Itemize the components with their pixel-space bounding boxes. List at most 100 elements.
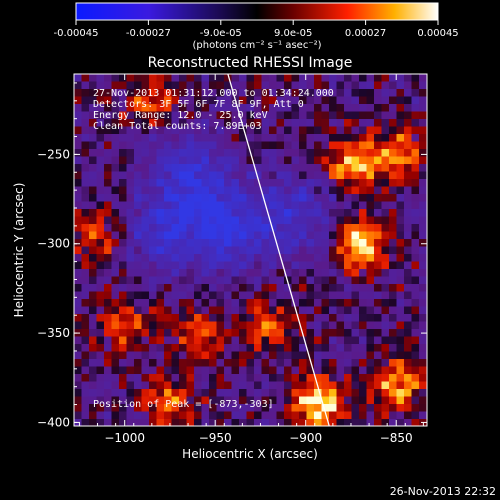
heatmap-cell	[396, 291, 405, 300]
heatmap-cell	[194, 209, 202, 217]
heatmap-cell	[141, 404, 150, 412]
heatmap-cell	[224, 411, 232, 420]
heatmap-cell	[269, 104, 277, 112]
heatmap-cell	[419, 156, 427, 165]
heatmap-cell	[314, 276, 322, 285]
heatmap-cell	[321, 149, 330, 157]
heatmap-cell	[306, 81, 315, 90]
heatmap-cell	[261, 209, 270, 217]
heatmap-cell	[329, 366, 337, 375]
heatmap-cell	[224, 134, 232, 142]
heatmap-cell	[381, 374, 390, 382]
heatmap-cell	[261, 381, 270, 390]
heatmap-cell	[216, 329, 225, 337]
heatmap-cell	[404, 209, 412, 217]
heatmap-cell	[426, 246, 427, 255]
heatmap-cell	[269, 179, 277, 187]
heatmap-cell	[209, 344, 217, 352]
heatmap-cell	[96, 336, 105, 345]
heatmap-cell	[149, 336, 157, 345]
heatmap-cell	[179, 329, 187, 337]
heatmap-cell	[396, 336, 405, 345]
heatmap-cell	[209, 224, 217, 232]
heatmap-cell	[201, 344, 210, 352]
heatmap-cell	[74, 366, 82, 375]
heatmap-cell	[141, 96, 150, 105]
heatmap-cell	[381, 419, 390, 426]
heatmap-cell	[126, 239, 135, 247]
heatmap-cell	[261, 216, 270, 225]
heatmap-cell	[179, 254, 187, 262]
heatmap-cell	[89, 291, 97, 300]
heatmap-cell	[344, 359, 352, 367]
heatmap-cell	[81, 284, 90, 292]
heatmap-cell	[104, 119, 112, 127]
heatmap-cell	[239, 194, 247, 202]
heatmap-cell	[209, 396, 217, 405]
heatmap-cell	[426, 284, 427, 292]
heatmap-cell	[231, 224, 240, 232]
heatmap-cell	[81, 336, 90, 345]
heatmap-cell	[314, 194, 322, 202]
heatmap-cell	[186, 209, 195, 217]
heatmap-cell	[141, 419, 150, 426]
colorbar-tick-label: -0.00045	[54, 28, 99, 39]
heatmap-cell	[186, 111, 195, 120]
heatmap-cell	[201, 119, 210, 127]
heatmap-cell	[179, 134, 187, 142]
heatmap-cell	[126, 156, 135, 165]
heatmap-cell	[351, 291, 360, 300]
heatmap-cell	[336, 254, 345, 262]
heatmap-cell	[419, 81, 427, 90]
heatmap-cell	[209, 89, 217, 97]
heatmap-cell	[276, 314, 285, 322]
heatmap-cell	[381, 209, 390, 217]
heatmap-cell	[164, 104, 172, 112]
heatmap-cell	[96, 344, 105, 352]
heatmap-cell	[239, 351, 247, 360]
heatmap-cell	[284, 96, 292, 105]
heatmap-cell	[96, 396, 105, 405]
heatmap-cell	[156, 336, 165, 345]
heatmap-cell	[239, 336, 247, 345]
heatmap-cell	[81, 89, 90, 97]
heatmap-cell	[359, 186, 367, 195]
heatmap-cell	[186, 306, 195, 315]
heatmap-cell	[411, 74, 420, 82]
heatmap-cell	[321, 164, 330, 172]
heatmap-cell	[411, 269, 420, 277]
heatmap-cell	[194, 89, 202, 97]
heatmap-cell	[336, 171, 345, 180]
heatmap-cell	[96, 179, 105, 187]
heatmap-cell	[216, 224, 225, 232]
heatmap-cell	[104, 111, 112, 120]
heatmap-cell	[186, 201, 195, 210]
heatmap-cell	[426, 171, 427, 180]
heatmap-cell	[149, 381, 157, 390]
heatmap-cell	[269, 254, 277, 262]
heatmap-cell	[119, 81, 127, 90]
heatmap-cell	[314, 224, 322, 232]
heatmap-cell	[254, 389, 262, 397]
heatmap-cell	[284, 149, 292, 157]
heatmap-cell	[299, 164, 307, 172]
heatmap-cell	[351, 231, 360, 240]
heatmap-cell	[201, 149, 210, 157]
heatmap-cell	[239, 291, 247, 300]
heatmap-cell	[396, 411, 405, 420]
heatmap-cell	[254, 366, 262, 375]
heatmap-cell	[126, 284, 135, 292]
heatmap-cell	[321, 299, 330, 307]
heatmap-cell	[374, 179, 382, 187]
heatmap-cell	[396, 81, 405, 90]
heatmap-cell	[171, 111, 180, 120]
heatmap-cell	[111, 126, 120, 135]
heatmap-cell	[89, 164, 97, 172]
heatmap-cell	[246, 291, 255, 300]
heatmap-cell	[186, 299, 195, 307]
heatmap-cell	[396, 374, 405, 382]
heatmap-cell	[306, 344, 315, 352]
heatmap-cell	[96, 156, 105, 165]
heatmap-cell	[321, 186, 330, 195]
heatmap-cell	[426, 239, 427, 247]
